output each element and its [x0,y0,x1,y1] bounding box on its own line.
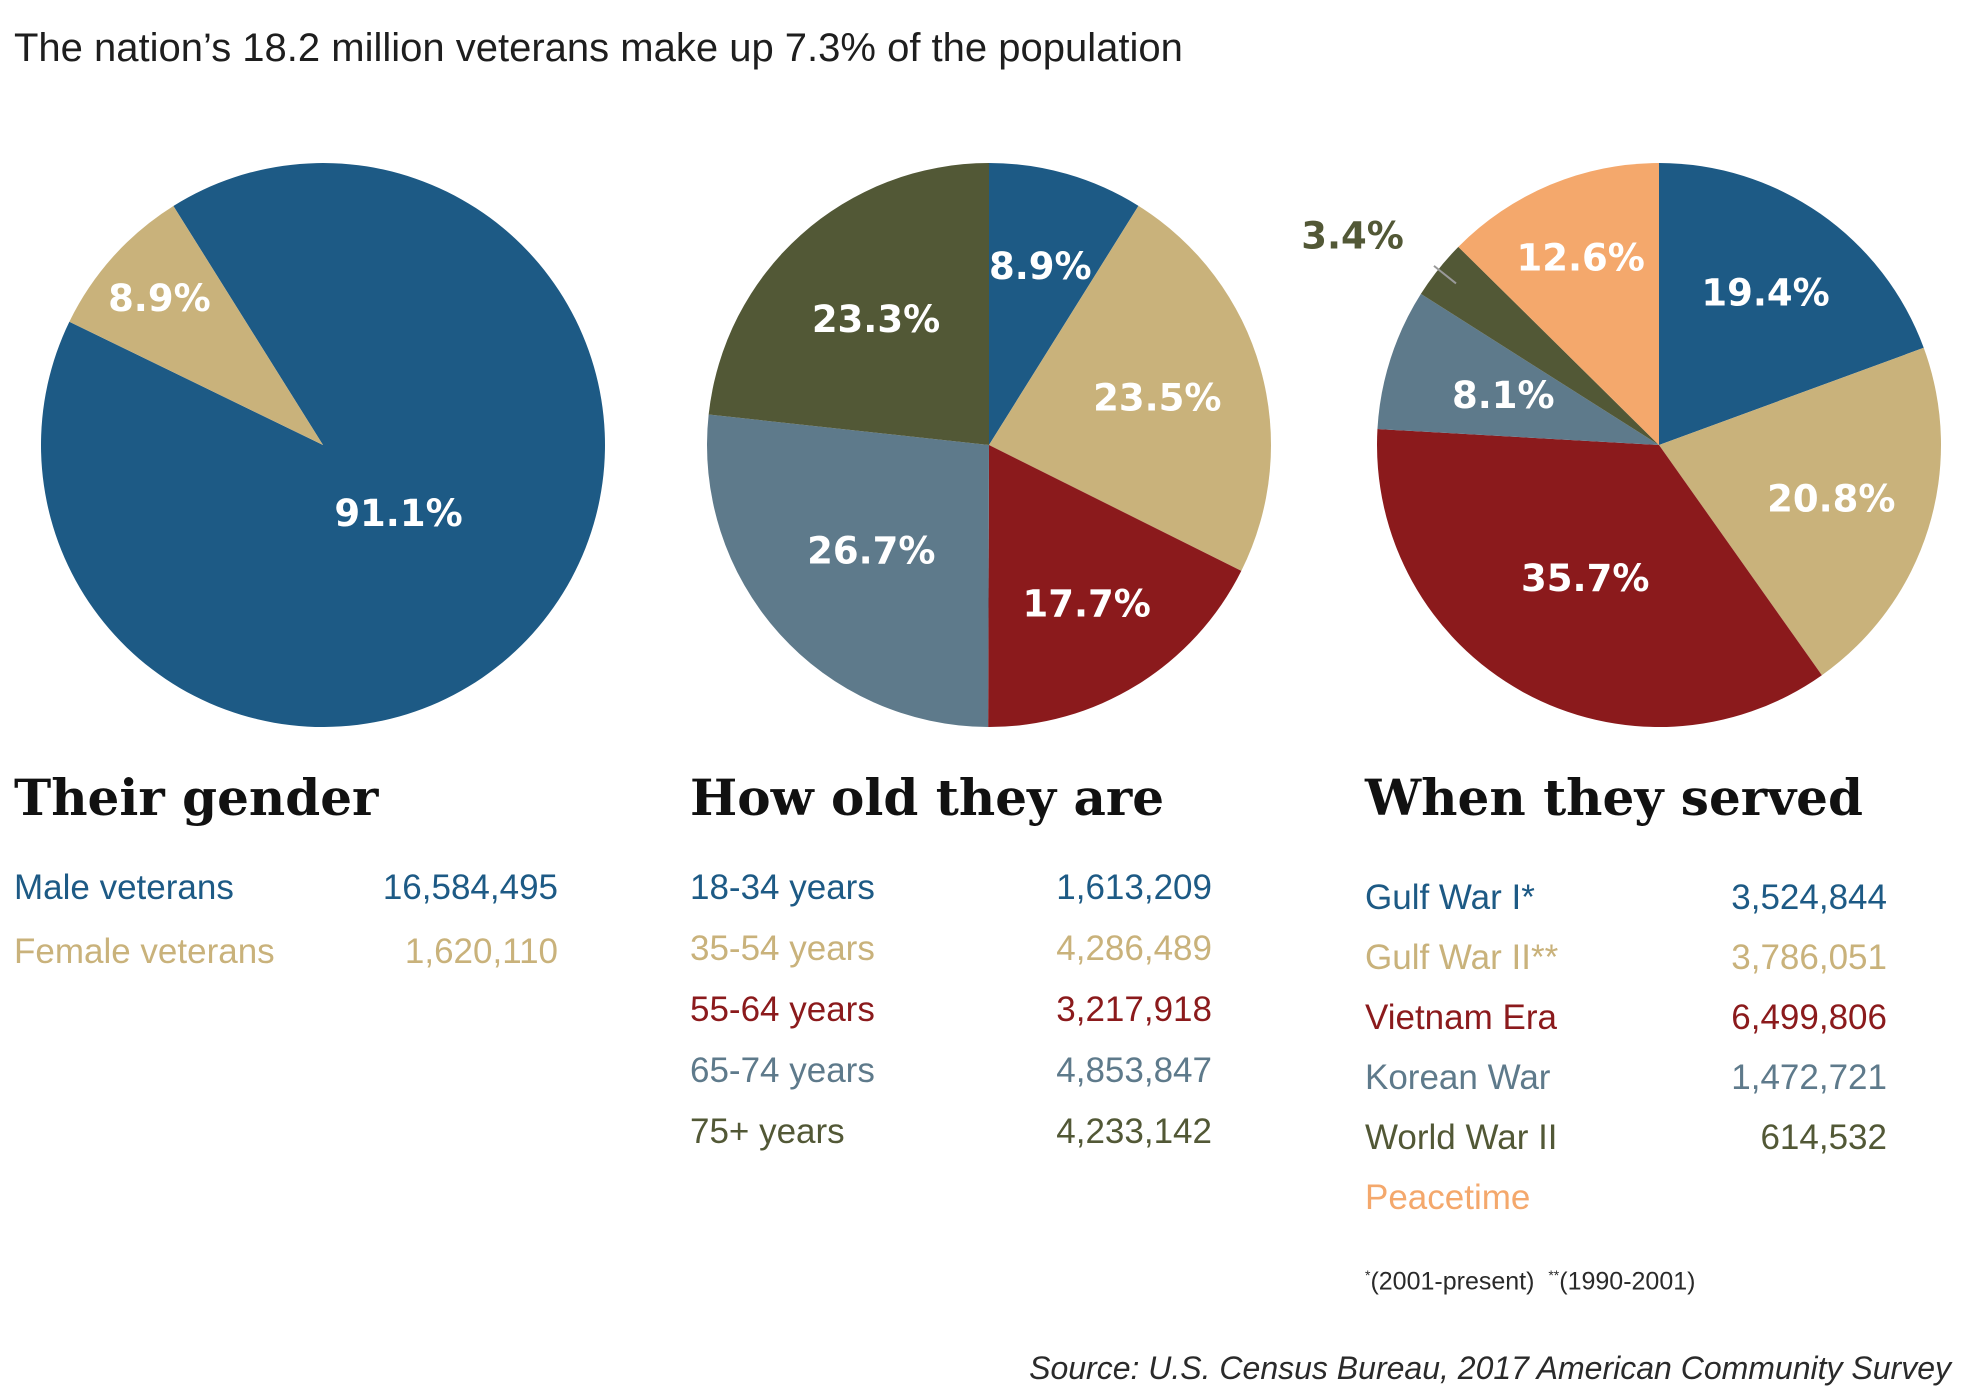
source-note: Source: U.S. Census Bureau, 2017 America… [1029,1350,1951,1386]
pie-slice [1377,293,1659,445]
pie-charts: 91.1% 8.9% 8.9% 23.5% 17.7% 26.7% 23.3% 19.4% 20… [41,162,1941,727]
footnote: *(2001-present) **(1990-2001) [1365,1267,1695,1296]
legend-label: 75+ years [690,1112,845,1151]
legend-label: 55-64 years [690,990,875,1029]
slice-percent-label: 20.8% [1767,478,1895,521]
legend-value: 1,472,721 [1731,1058,1887,1097]
legend-label: 65-74 years [690,1051,875,1090]
leader-line [1433,265,1457,285]
legend-value: 3,524,844 [1731,878,1887,917]
legend-label: Gulf War I* [1365,878,1535,917]
legend-label: Vietnam Era [1365,998,1557,1037]
pie-slice [989,163,1139,445]
gender-heading: Their gender [14,768,379,827]
legend-value: 4,286,489 [1056,929,1212,968]
pie-slice [1458,163,1659,445]
pie-slice [69,205,323,445]
legend-value: 614,532 [1760,1118,1887,1157]
pie-slice [989,205,1271,571]
service-heading: When they served [1365,768,1863,827]
legend-label: 18-34 years [690,868,875,907]
pie-slice [988,445,1242,727]
legend-label: 35-54 years [690,929,875,968]
legend-label: Gulf War II** [1365,938,1559,977]
age-heading: How old they are [690,768,1165,827]
slice-percent-label: 23.3% [812,298,940,341]
legend-label: Korean War [1365,1058,1551,1097]
footnote-text-2: (1990-2001) [1559,1267,1696,1296]
footnote-text-1: (2001-present) [1370,1267,1535,1296]
footnote-mark-2: ** [1548,1267,1560,1283]
legend-label: World War II [1365,1118,1558,1157]
footnote-mark-1: * [1365,1267,1371,1283]
legend-label: Female veterans [14,932,275,971]
slice-percent-label: 19.4% [1701,271,1829,314]
legend-label: Peacetime [1365,1178,1531,1217]
slice-percent-label: 35.7% [1521,557,1649,600]
pie-slice [1659,347,1941,676]
legend-value: 4,853,847 [1056,1051,1212,1090]
pie-slice [41,162,605,727]
legend-value: 3,786,051 [1731,938,1887,977]
legend-value: 1,613,209 [1056,868,1212,907]
slice-percent-label: 91.1% [334,492,462,535]
legend-value: 3,217,918 [1056,990,1212,1029]
pie-slice [708,163,989,445]
slice-percent-label: 8.9% [108,277,211,320]
legend-label: Male veterans [14,868,234,907]
slice-percent-label: 23.5% [1093,377,1221,420]
pie-slice [1659,163,1924,445]
slice-percent-label: 8.1% [1452,374,1555,417]
pie-slice [707,414,989,727]
slice-percent-label: 8.9% [989,245,1092,288]
page-title: The nation’s 18.2 million veterans make … [14,26,1183,70]
legend-value: 1,620,110 [404,932,558,971]
slice-percent-label: 3.4% [1301,214,1404,257]
slice-percent-label: 17.7% [1022,582,1150,625]
pie-slice [1377,429,1822,727]
slice-percent-label: 26.7% [807,529,935,572]
slice-percent-label: 12.6% [1517,237,1645,280]
pie-slice [1420,246,1659,445]
legend-value: 6,499,806 [1731,998,1887,1037]
legend-value: 16,584,495 [382,868,558,907]
legend-value: 4,233,142 [1056,1112,1212,1151]
